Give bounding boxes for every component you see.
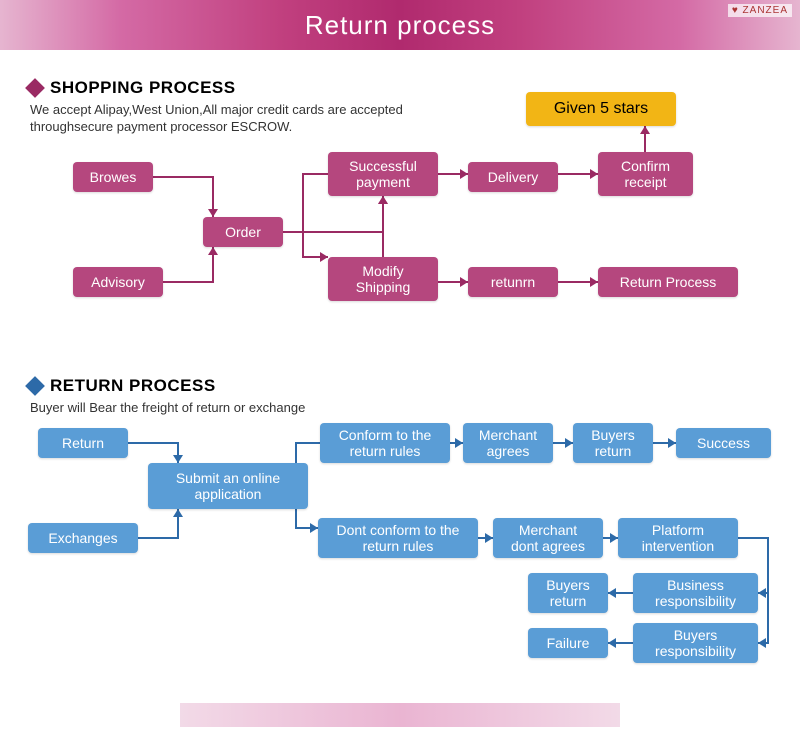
node-return: Return [38,428,128,458]
node-advisory: Advisory [73,267,163,297]
node-biz_resp: Business responsibility [633,573,758,613]
return-subtitle: Buyer will Bear the freight of return or… [30,400,450,417]
node-failure: Failure [528,628,608,658]
node-confirm: Confirm receipt [598,152,693,196]
node-dont: Dont conform to the return rules [318,518,478,558]
node-m_dont: Merchant dont agrees [493,518,603,558]
diamond-icon [25,376,45,396]
node-order: Order [203,217,283,247]
node-exchanges: Exchanges [28,523,138,553]
node-b_return2: Buyers return [528,573,608,613]
node-buy_resp: Buyers responsibility [633,623,758,663]
node-b_return1: Buyers return [573,423,653,463]
node-conform: Conform to the return rules [320,423,450,463]
footer-bar [180,703,620,727]
node-m_agree: Merchant agrees [463,423,553,463]
banner: Return process ♥ ZANZEA [0,0,800,50]
return-flow: Return Exchanges Submit an online applicat… [28,423,772,683]
node-browes: Browes [73,162,153,192]
node-success: Successful payment [328,152,438,196]
return-title: RETURN PROCESS [50,376,216,396]
node-success: Success [676,428,771,458]
node-platform: Platform intervention [618,518,738,558]
node-submit: Submit an online application [148,463,308,509]
brand-badge: ♥ ZANZEA [728,4,792,17]
shopping-flow: Browes Order Advisory Successful payment Mod… [28,142,772,372]
diamond-icon [25,78,45,98]
node-delivery: Delivery [468,162,558,192]
banner-title: Return process [305,10,495,41]
node-retproc: Return Process [598,267,738,297]
shopping-title: SHOPPING PROCESS [50,78,236,98]
return-section-head: RETURN PROCESS [28,376,772,396]
node-return: retunrn [468,267,558,297]
shopping-subtitle: We accept Alipay,West Union,All major cr… [30,102,450,136]
content: SHOPPING PROCESS We accept Alipay,West U… [0,50,800,747]
node-modify: Modify Shipping [328,257,438,301]
node-highlight: Given 5 stars [526,92,676,126]
